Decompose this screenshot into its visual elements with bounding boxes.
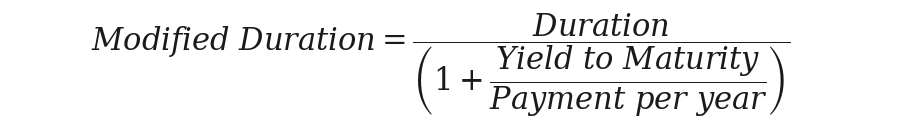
Text: $\mathit{Modified\ Duration} = \dfrac{\mathit{Duration}}{\left(1 + \dfrac{\mathi: $\mathit{Modified\ Duration} = \dfrac{\m… bbox=[90, 11, 789, 119]
